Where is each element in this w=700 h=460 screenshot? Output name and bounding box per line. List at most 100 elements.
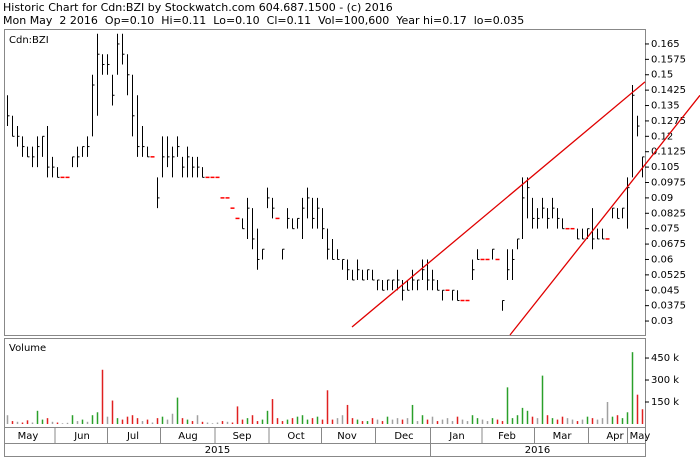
volume-bar: [176, 397, 179, 424]
volume-bar: [296, 416, 299, 424]
volume-bar: [156, 418, 159, 424]
y-tick-label: 0.165: [651, 39, 680, 50]
volume-bar: [531, 416, 534, 424]
volume-bar: [576, 421, 579, 424]
volume-bar: [316, 416, 319, 424]
volume-bar: [491, 418, 494, 424]
year-label: 2015: [205, 445, 230, 456]
volume-bar: [126, 416, 129, 424]
volume-bar: [581, 419, 584, 424]
volume-bar: [236, 406, 239, 424]
volume-bar: [216, 422, 219, 424]
y-tick-label: 0.105: [651, 162, 680, 173]
volume-bar: [201, 421, 204, 424]
volume-bar: [21, 422, 24, 424]
volume-bar: [136, 418, 139, 424]
y-tick-label: 0.0675: [651, 239, 686, 250]
y-tick-label: 0.0825: [651, 208, 686, 219]
month-label: Mar: [553, 431, 573, 442]
volume-bar: [241, 419, 244, 424]
volume-bar: [36, 410, 39, 424]
y-tick-label: 0.12: [651, 131, 673, 142]
volume-bar: [606, 402, 609, 424]
volume-bar: [71, 415, 74, 424]
volume-bar: [181, 418, 184, 424]
month-label: Jan: [448, 431, 464, 442]
volume-bar: [251, 415, 254, 424]
volume-bar: [231, 422, 234, 424]
volume-bar: [401, 419, 404, 424]
volume-bar: [321, 419, 324, 424]
month-label: Aug: [178, 431, 198, 442]
volume-bar: [306, 419, 309, 424]
volume-bar: [616, 415, 619, 424]
volume-bar: [436, 421, 439, 424]
volume-bar: [101, 369, 104, 424]
y-tick-label: 0.1125: [651, 147, 686, 158]
y-tick-label: 0.1275: [651, 116, 686, 127]
volume-bar: [326, 390, 329, 424]
volume-bar: [486, 421, 489, 424]
month-label: Apr: [606, 431, 624, 442]
volume-bar: [191, 421, 194, 424]
volume-bar: [226, 421, 229, 424]
volume-bar: [601, 418, 604, 424]
trendline: [351, 81, 646, 328]
volume-label: Volume: [9, 343, 46, 354]
volume-bar: [391, 419, 394, 424]
volume-bar: [456, 416, 459, 424]
volume-bar: [441, 419, 444, 424]
volume-bar: [116, 418, 119, 424]
volume-bar: [356, 419, 359, 424]
volume-bar: [526, 410, 529, 424]
volume-bar: [411, 404, 414, 424]
volume-bar: [631, 352, 634, 424]
volume-bar: [51, 421, 54, 424]
y-tick-label: 0.0975: [651, 178, 686, 189]
volume-bar: [521, 407, 524, 424]
volume-bar: [196, 415, 199, 424]
y-tick-label: 0.0375: [651, 301, 686, 312]
volume-bar: [446, 418, 449, 424]
volume-bar: [591, 418, 594, 424]
volume-bar: [426, 419, 429, 424]
month-label: May: [630, 431, 651, 442]
y-tick-label: 0.09: [651, 193, 673, 204]
volume-bar: [386, 416, 389, 424]
volume-bar: [221, 421, 224, 424]
volume-bar: [466, 421, 469, 424]
volume-bar: [571, 419, 574, 424]
volume-bar: [61, 423, 64, 424]
y-tick-label: 0.075: [651, 224, 680, 235]
volume-bar: [596, 419, 599, 424]
y-tick-label: 0.1575: [651, 54, 686, 65]
volume-bar: [421, 415, 424, 424]
volume-bar: [121, 419, 124, 424]
volume-bar: [151, 422, 154, 424]
volume-bar: [301, 415, 304, 424]
volume-bar: [481, 419, 484, 424]
volume-bar: [451, 421, 454, 424]
volume-bar: [556, 419, 559, 424]
volume-bar: [206, 422, 209, 424]
volume-bar: [336, 418, 339, 424]
volume-bar: [6, 415, 9, 424]
volume-bar: [246, 418, 249, 424]
month-label: Jul: [126, 431, 139, 442]
volume-bar: [611, 416, 614, 424]
volume-bar: [31, 422, 34, 424]
volume-bar: [81, 419, 84, 424]
volume-bar: [66, 422, 69, 424]
volume-bar: [271, 399, 274, 424]
volume-bar: [376, 419, 379, 424]
month-label: Feb: [498, 431, 516, 442]
price-label: Cdn:BZI: [9, 35, 49, 46]
month-label: Jun: [73, 431, 90, 442]
volume-bar: [186, 419, 189, 424]
volume-bar: [351, 418, 354, 424]
volume-bar: [41, 419, 44, 424]
trendline: [509, 94, 700, 336]
volume-bar: [166, 419, 169, 424]
